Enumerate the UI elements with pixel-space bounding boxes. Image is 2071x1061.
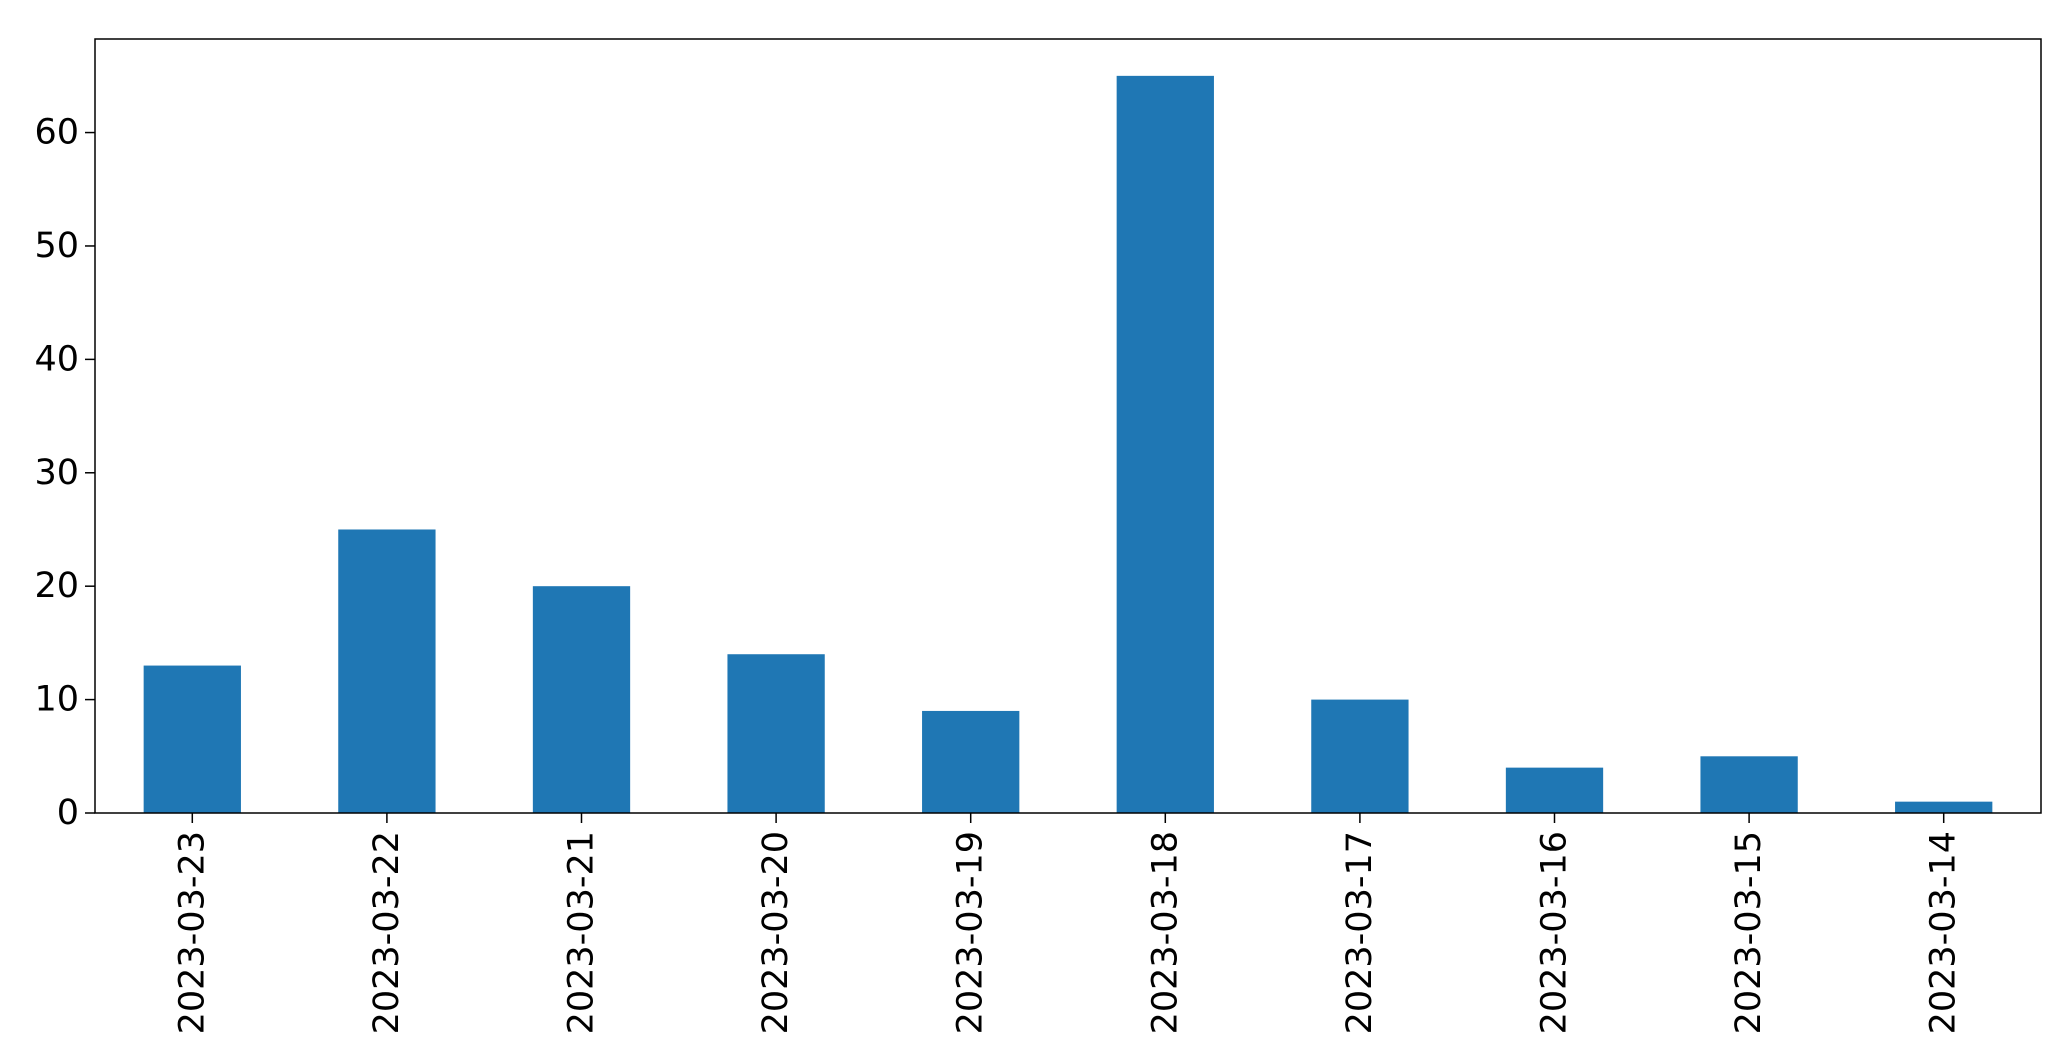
bars-group (143, 75, 1993, 814)
y-tick-label: 30 (34, 453, 79, 493)
x-tick-label: 2023-03-14 (1924, 831, 1964, 1034)
y-tick-label: 60 (34, 113, 79, 153)
bar-2023-03-20 (727, 654, 825, 813)
x-tick-label: 2023-03-22 (367, 831, 407, 1034)
bar-2023-03-21 (532, 586, 631, 813)
x-tick-label: 2023-03-21 (562, 831, 602, 1034)
y-axis: 0 10 20 30 40 50 60 (34, 113, 95, 833)
y-tick-label: 0 (57, 793, 79, 833)
x-tick-label: 2023-03-15 (1729, 831, 1769, 1034)
x-axis: 2023-03-23 2023-03-22 2023-03-21 2023-03-20… (172, 813, 1964, 1034)
bar-2023-03-14 (1895, 801, 1993, 813)
y-tick-label: 40 (34, 339, 79, 379)
bar-2023-03-18 (1116, 75, 1214, 814)
x-tick-label: 2023-03-20 (756, 831, 796, 1034)
x-tick-label: 2023-03-17 (1340, 831, 1380, 1034)
bar-2023-03-17 (1311, 699, 1409, 813)
y-tick-label: 10 (34, 680, 79, 720)
x-tick-label: 2023-03-16 (1535, 831, 1575, 1034)
y-tick-label: 50 (34, 226, 79, 266)
bar-2023-03-19 (922, 710, 1020, 813)
bar-2023-03-23 (143, 665, 241, 813)
y-tick-label: 20 (34, 566, 79, 606)
x-tick-label: 2023-03-18 (1145, 831, 1185, 1034)
bar-2023-03-15 (1700, 756, 1798, 813)
x-tick-label: 2023-03-19 (951, 831, 991, 1034)
bar-2023-03-16 (1505, 767, 1604, 813)
bar-2023-03-22 (338, 529, 436, 813)
plot-frame (94, 38, 2042, 814)
x-tick-label: 2023-03-23 (172, 831, 212, 1034)
